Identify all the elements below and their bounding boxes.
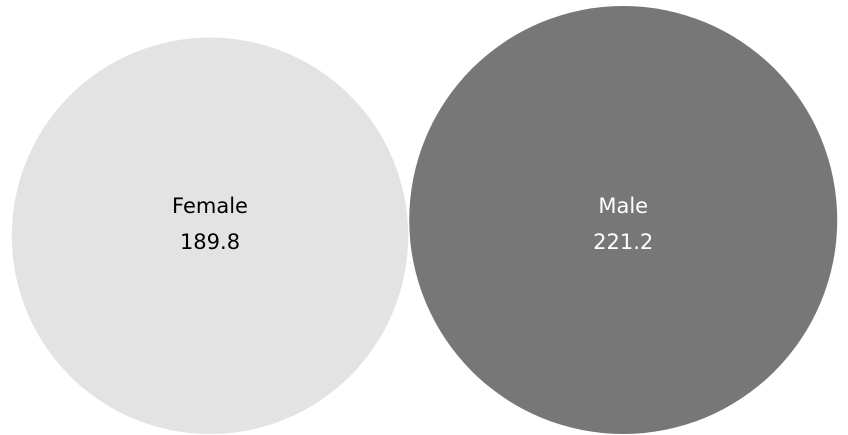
bubbles-group [11,6,838,434]
category-label-female: Female [172,194,248,218]
labels-group: Female 189.8 Male 221.2 [172,194,653,254]
value-label-female: 189.8 [180,230,240,254]
bubble-female [11,37,409,434]
bubble-male [409,6,838,434]
category-label-male: Male [598,194,648,218]
value-label-male: 221.2 [593,230,653,254]
